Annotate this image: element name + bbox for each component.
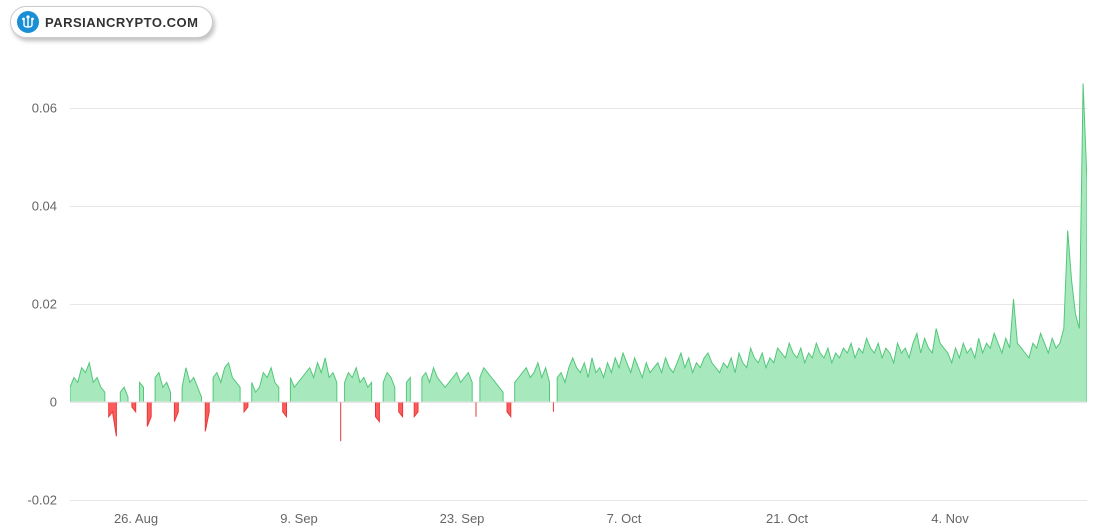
logo-icon bbox=[17, 11, 39, 33]
x-tick-label: 9. Sep bbox=[280, 511, 318, 526]
positive-area-segment bbox=[406, 378, 410, 403]
x-tick-label: 7. Oct bbox=[607, 511, 642, 526]
x-tick-label: 21. Oct bbox=[766, 511, 808, 526]
negative-area-segment bbox=[109, 402, 117, 436]
negative-area-segment bbox=[147, 402, 151, 427]
watermark-badge: PARSIANCRYPTO.COM bbox=[10, 6, 213, 38]
positive-area-segment bbox=[290, 358, 336, 402]
negative-area-segment bbox=[205, 402, 209, 431]
positive-area-segment bbox=[252, 368, 279, 402]
positive-area-segment bbox=[480, 368, 503, 402]
x-tick-label: 26. Aug bbox=[114, 511, 158, 526]
positive-area-segment bbox=[213, 363, 240, 402]
y-tick-label: 0 bbox=[7, 395, 57, 410]
negative-area-segment bbox=[132, 402, 136, 412]
positive-area-segment bbox=[155, 373, 170, 402]
y-tick-label: -0.02 bbox=[7, 493, 57, 508]
chart-plot-area bbox=[70, 10, 1087, 500]
x-tick-label: 23. Sep bbox=[440, 511, 485, 526]
chart-container: PARSIANCRYPTO.COM 0.06 0.04 0.02 0 -0.02… bbox=[0, 0, 1097, 531]
negative-area-segment bbox=[414, 402, 418, 417]
negative-area-segment bbox=[507, 402, 511, 417]
positive-area-segment bbox=[140, 382, 144, 402]
positive-area-segment bbox=[557, 84, 1087, 403]
positive-area-segment bbox=[345, 368, 372, 402]
watermark-text: PARSIANCRYPTO.COM bbox=[45, 15, 198, 30]
positive-area-segment bbox=[422, 368, 472, 402]
positive-area-segment bbox=[515, 363, 550, 402]
negative-area-segment bbox=[174, 402, 178, 422]
negative-area-segment bbox=[244, 402, 248, 412]
y-tick-label: 0.02 bbox=[7, 297, 57, 312]
negative-area-segment bbox=[376, 402, 380, 422]
positive-area-segment bbox=[383, 373, 395, 402]
positive-area-segment bbox=[120, 387, 128, 402]
x-tick-label: 4. Nov bbox=[931, 511, 969, 526]
y-tick-label: 0.04 bbox=[7, 199, 57, 214]
negative-area-segment bbox=[399, 402, 403, 417]
positive-area-segment bbox=[182, 368, 201, 402]
gridline bbox=[70, 500, 1087, 501]
positive-area-segment bbox=[70, 363, 105, 402]
negative-area-segment bbox=[283, 402, 287, 417]
y-tick-label: 0.06 bbox=[7, 101, 57, 116]
